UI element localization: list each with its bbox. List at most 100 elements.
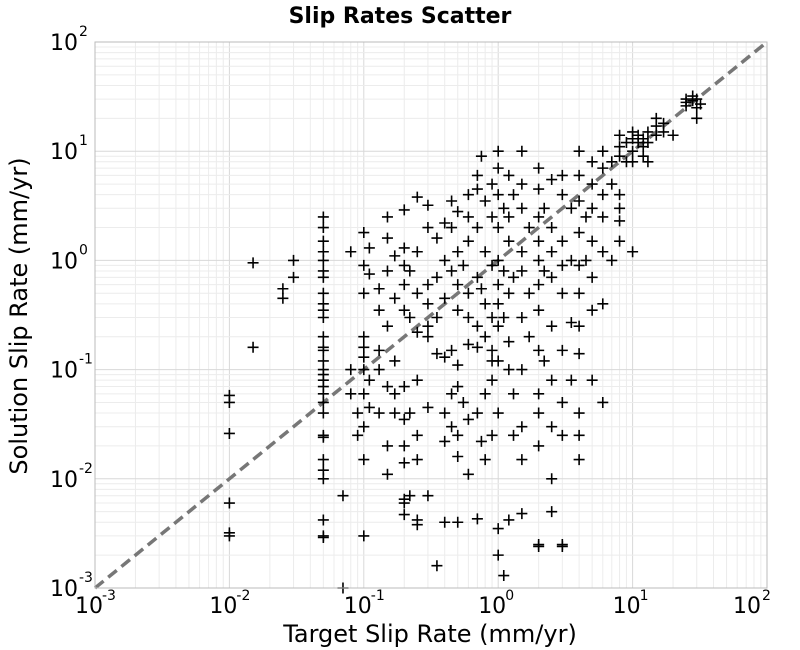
data-point [452,429,464,441]
data-point [462,338,474,350]
data-point [317,211,329,223]
data-point [516,246,528,258]
data-point [381,232,393,244]
data-point [516,364,528,376]
data-point [475,283,487,295]
data-point [411,287,423,299]
data-point [556,344,568,356]
data-point [627,145,639,157]
data-point [556,540,568,552]
data-point [606,254,618,266]
data-point [404,407,416,419]
x-tick-exponent: -3 [102,588,116,604]
data-point [533,407,545,419]
data-point [398,304,410,316]
data-point [508,429,520,441]
data-point [658,126,670,138]
x-tick-exponent: 0 [505,588,514,604]
data-point [381,211,393,223]
data-point [586,202,598,214]
data-point [492,298,504,310]
data-point [486,311,498,323]
data-point [573,169,585,181]
data-point [471,320,483,332]
data-point [422,298,434,310]
data-point [452,246,464,258]
data-point [462,311,474,323]
x-tick-exponent: -1 [371,588,385,604]
data-point [606,156,618,168]
data-point [533,279,545,291]
data-point [411,429,423,441]
data-point [498,202,510,214]
data-point [223,530,235,542]
data-point [471,169,483,181]
data-point [439,292,451,304]
data-point [614,129,626,141]
data-point [337,490,349,502]
data-point [422,320,434,332]
data-point [471,271,483,283]
data-point [462,189,474,201]
data-point [492,222,504,234]
x-tick-label: 10 [344,594,372,619]
data-point [345,364,357,376]
data-point [398,509,410,521]
data-point [614,150,626,162]
data-point [479,195,491,207]
data-point [637,150,649,162]
data-point [358,388,370,400]
data-point [533,440,545,452]
data-point [556,259,568,271]
data-point [247,257,259,269]
data-point [411,519,423,531]
data-point [533,304,545,316]
data-point [479,388,491,400]
data-point [223,497,235,509]
data-point [358,287,370,299]
y-tick-exponent: 1 [79,133,88,149]
data-point [546,473,558,485]
data-point [620,137,632,149]
data-point [573,407,585,419]
data-point [573,145,585,157]
data-point [317,287,329,299]
y-tick-label: 10 [50,468,78,493]
data-point [223,427,235,439]
data-point [446,388,458,400]
data-point [533,540,545,552]
data-point [614,235,626,247]
data-point [667,129,679,141]
data-point [422,279,434,291]
data-point [462,468,474,480]
data-point [431,348,443,360]
data-point [223,396,235,408]
data-point [503,235,515,247]
data-point [446,421,458,433]
data-point [471,341,483,353]
data-point [317,532,329,544]
data-point [580,211,592,223]
data-point [475,150,487,162]
y-tick-exponent: 0 [79,242,88,258]
data-point [317,473,329,485]
data-point [546,506,558,518]
data-point [546,421,558,433]
data-point [565,316,577,328]
data-point [516,145,528,157]
data-point [422,199,434,211]
data-point [503,211,515,223]
data-point [533,344,545,356]
data-point [614,189,626,201]
data-point [389,355,401,367]
data-point [565,374,577,386]
data-point [573,429,585,441]
data-point [516,508,528,520]
data-point [373,344,385,356]
x-tick-label: 10 [75,594,103,619]
data-point [546,246,558,258]
data-point [373,304,385,316]
data-point [381,440,393,452]
data-point [373,407,385,419]
